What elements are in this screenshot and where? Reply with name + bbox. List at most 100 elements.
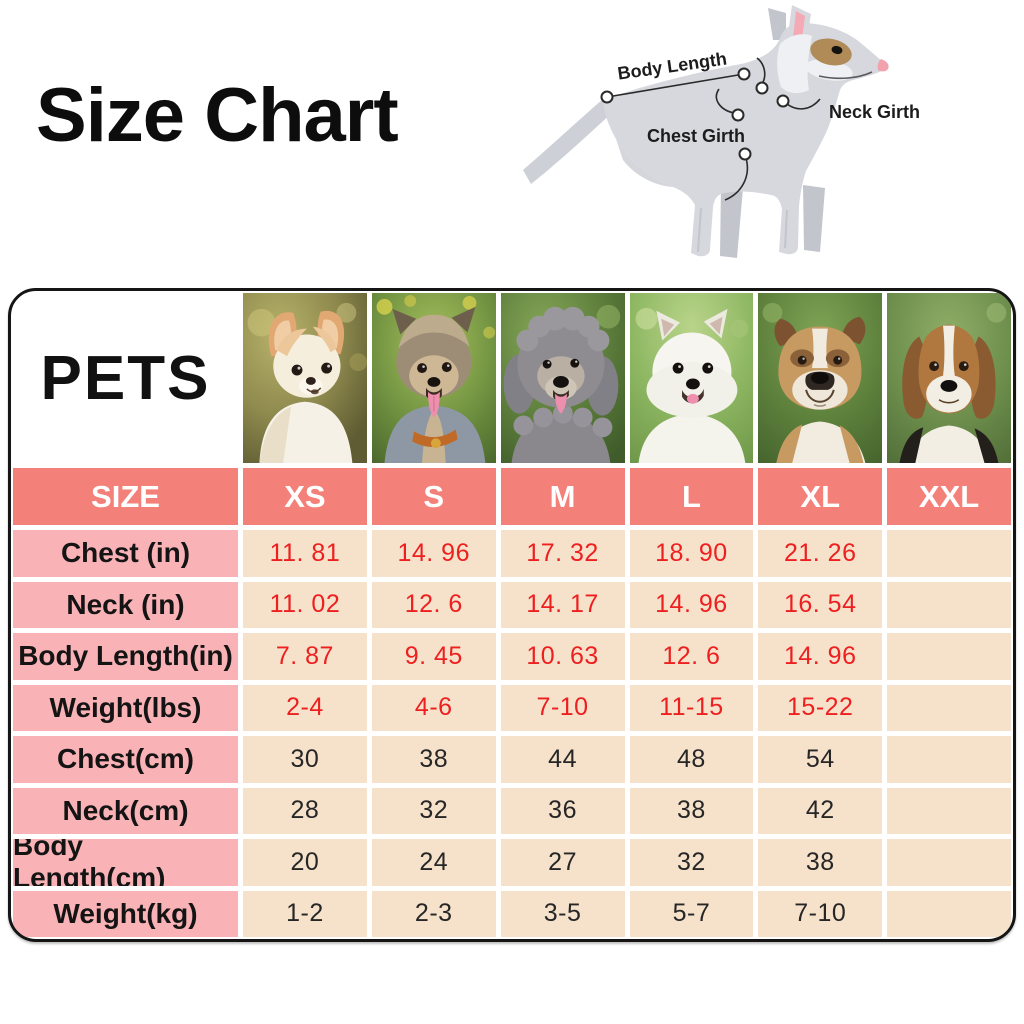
value-cell [887, 736, 1011, 783]
bulldog-photo [758, 293, 883, 463]
cell-value: 11-15 [659, 693, 724, 722]
value-cell [887, 839, 1011, 886]
header-cell-xxl: XXL [887, 468, 1011, 525]
value-cell: 15-22 [758, 684, 883, 731]
yorkshire-terrier-photo [371, 293, 496, 463]
value-cell: 38 [758, 839, 883, 886]
value-cell [887, 890, 1011, 937]
measurement-annotations [600, 57, 821, 201]
cell-value: 38 [419, 744, 449, 773]
value-cell: 24 [371, 839, 496, 886]
value-cell [887, 530, 1011, 577]
cell-value: 7-10 [794, 899, 847, 928]
value-cell: 38 [629, 787, 754, 834]
value-cell: 14. 96 [629, 581, 754, 628]
value-cell: 3-5 [500, 890, 625, 937]
value-cell: 5-7 [629, 890, 754, 937]
cell-value: 32 [677, 847, 706, 876]
cell-value: 14. 17 [526, 590, 599, 619]
cell-value: 24 [419, 847, 449, 876]
cell-value: 54 [805, 744, 835, 773]
cell-value: 7-10 [536, 693, 589, 722]
value-cell: 36 [500, 787, 625, 834]
value-cell: 38 [371, 736, 496, 783]
cell-value: 11. 02 [269, 590, 341, 619]
value-cell: 1-2 [243, 890, 367, 937]
header-cell-s: S [371, 468, 496, 525]
value-cell: 11. 81 [243, 530, 367, 577]
value-cell [887, 633, 1011, 680]
value-cell: 10. 63 [500, 633, 625, 680]
cell-value: 1-2 [286, 899, 324, 928]
row-label: Neck (in) [13, 581, 238, 628]
neck-girth-label: Neck Girth [829, 102, 920, 122]
dog-silhouette [523, 5, 889, 258]
value-cell: 42 [758, 787, 883, 834]
page-title: Size Chart [36, 73, 399, 158]
value-cell [887, 581, 1011, 628]
beagle-photo [887, 293, 1011, 463]
header-cell-m: M [500, 468, 625, 525]
value-cell: 18. 90 [629, 530, 754, 577]
cell-value: 28 [290, 796, 320, 825]
value-cell: 32 [629, 839, 754, 886]
cell-value: 36 [548, 796, 577, 825]
cell-value: 14. 96 [655, 590, 728, 619]
header-cell-l: L [629, 468, 754, 525]
value-cell: 9. 45 [371, 633, 496, 680]
cell-value: 4-6 [414, 693, 453, 722]
cell-value: 9. 45 [404, 641, 463, 670]
header-cell-xl: XL [758, 468, 883, 525]
value-cell: 44 [500, 736, 625, 783]
value-cell: 7. 87 [243, 633, 367, 680]
value-cell: 28 [243, 787, 367, 834]
cell-value: 12. 6 [404, 590, 463, 619]
row-label: Body Length(cm) [13, 839, 238, 886]
value-cell: 11. 02 [243, 581, 367, 628]
cell-value: 14. 96 [397, 538, 470, 567]
row-label: Weight(kg) [13, 890, 238, 937]
value-cell [887, 787, 1011, 834]
row-label: Body Length(in) [13, 633, 238, 680]
value-cell: 27 [500, 839, 625, 886]
cell-value: 32 [419, 796, 449, 825]
cell-value: 12. 6 [662, 641, 721, 670]
value-cell: 48 [629, 736, 754, 783]
row-label: Chest(cm) [13, 736, 238, 783]
value-cell: 17. 32 [500, 530, 625, 577]
cell-value: 7. 87 [275, 641, 334, 670]
value-cell: 4-6 [371, 684, 496, 731]
row-label: Chest (in) [13, 530, 238, 577]
row-label: Neck(cm) [13, 787, 238, 834]
value-cell: 14. 96 [758, 633, 883, 680]
chest-girth-label: Chest Girth [647, 126, 745, 146]
value-cell: 12. 6 [629, 633, 754, 680]
eye-patch [810, 38, 852, 66]
cell-value: 44 [548, 744, 577, 773]
cell-value: 21. 26 [783, 538, 857, 567]
nose [877, 59, 889, 72]
value-cell: 14. 96 [371, 530, 496, 577]
cell-value: 38 [805, 847, 835, 876]
header-cell-size: SIZE [13, 468, 238, 525]
value-cell: 30 [243, 736, 367, 783]
value-cell: 20 [243, 839, 367, 886]
cell-value: 3-5 [543, 899, 582, 928]
dog-measurement-diagram: Body Length Chest Girth Neck Girth [523, 5, 920, 258]
cell-value: 5-7 [672, 899, 711, 928]
pets-header-cell: PETS [13, 293, 238, 463]
cell-value: 18. 90 [655, 538, 728, 567]
west-highland-terrier-photo [629, 293, 754, 463]
value-cell: 16. 54 [758, 581, 883, 628]
eye [831, 45, 843, 55]
cell-value: 38 [677, 796, 706, 825]
cell-value: 11. 81 [269, 538, 341, 567]
cell-value: 10. 63 [526, 641, 599, 670]
value-cell: 32 [371, 787, 496, 834]
poodle-photo [500, 293, 625, 463]
value-cell: 2-4 [243, 684, 367, 731]
value-cell: 2-3 [371, 890, 496, 937]
cell-value: 42 [805, 796, 835, 825]
value-cell: 12. 6 [371, 581, 496, 628]
value-cell: 54 [758, 736, 883, 783]
